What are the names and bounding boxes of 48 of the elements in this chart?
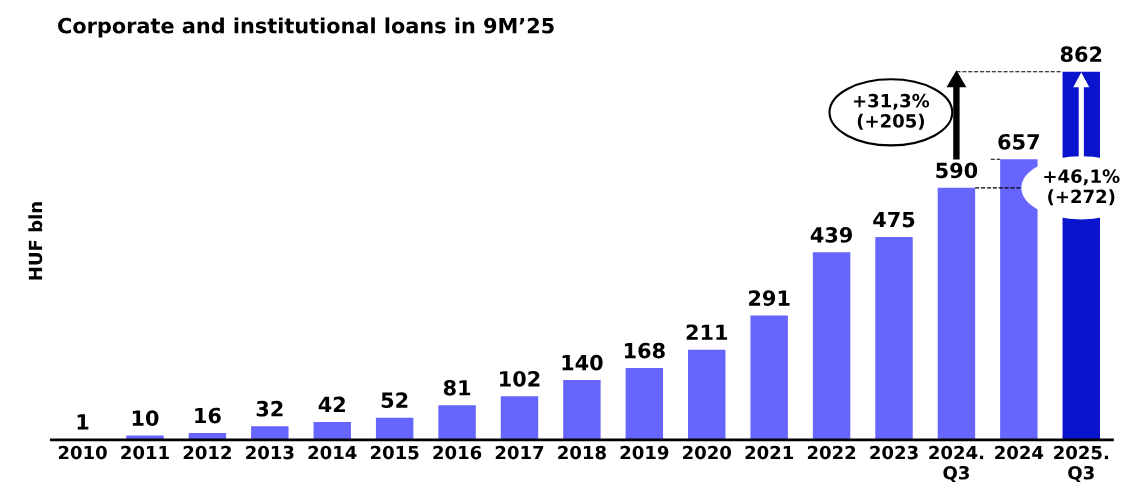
annotation: +31,3% (+205): [853, 93, 930, 130]
data-label: 140: [562, 354, 603, 371]
x-tick-label: 2013: [246, 445, 294, 460]
data-label: 211: [686, 324, 728, 340]
bar: [438, 405, 476, 440]
data-label: 862: [1060, 46, 1102, 63]
chart-title: Corporate and institutional loans in 9M’25: [58, 17, 554, 38]
x-tick-label: 2022: [807, 445, 856, 460]
x-tick-label: 2024: [995, 445, 1044, 460]
x-tick-label: 2014: [308, 445, 357, 460]
x-tick-label: 2012: [183, 445, 231, 460]
x-tick-label: 2023: [870, 445, 918, 460]
x-tick-label: 2021: [745, 445, 794, 460]
x-tick-label: 2016: [433, 445, 482, 460]
data-label: 32: [256, 400, 283, 417]
y-axis-title: HUF bln: [28, 202, 43, 280]
bar: [750, 315, 788, 440]
annotation: +46,1% (+272): [1044, 169, 1120, 206]
x-tick-label: 2018: [558, 445, 606, 460]
x-tick-label: 2011: [121, 445, 169, 460]
data-label: 81: [443, 379, 471, 396]
x-tick-label: 2019: [620, 445, 669, 460]
x-tick-label: 2015: [370, 445, 419, 460]
bar: [1000, 159, 1038, 440]
bar: [500, 396, 539, 440]
bar: [875, 236, 913, 440]
data-label: 42: [318, 396, 345, 413]
data-label: 10: [132, 410, 159, 426]
data-label: 1: [77, 414, 89, 430]
bar: [563, 380, 601, 440]
x-tick-label: 2025. Q3: [1054, 445, 1108, 482]
x-tick-label: 2010: [58, 445, 107, 460]
bar: [937, 187, 976, 440]
data-label: 439: [810, 227, 852, 243]
data-label: 102: [500, 370, 540, 387]
bar: [625, 368, 664, 440]
bar: [812, 252, 851, 440]
x-tick-label: 2017: [495, 445, 544, 460]
data-label: 590: [936, 162, 978, 179]
data-label: 475: [873, 211, 915, 228]
bar: [688, 349, 726, 440]
data-label: 291: [749, 290, 790, 306]
data-label: 52: [381, 392, 408, 409]
x-tick-label: 2020: [683, 445, 732, 460]
data-label: 168: [624, 342, 665, 359]
x-tick-label: 2024. Q3: [929, 445, 984, 482]
data-label: 16: [195, 407, 221, 424]
data-label: 657: [998, 133, 1039, 150]
